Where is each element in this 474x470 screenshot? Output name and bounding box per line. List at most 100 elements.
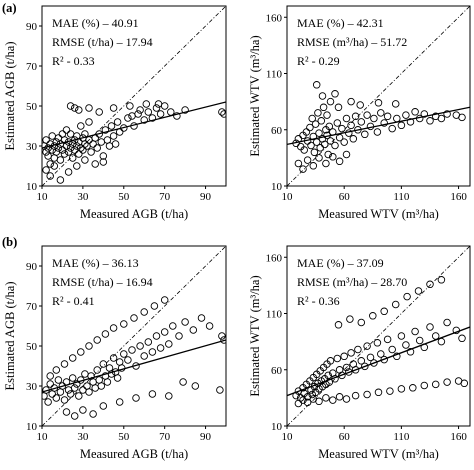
- one-to-one-line: [42, 6, 226, 186]
- data-point: [411, 108, 419, 116]
- data-point: [294, 399, 303, 408]
- data-point: [152, 104, 161, 112]
- stats-annotation: R² - 0.41: [52, 294, 95, 308]
- data-point: [319, 103, 328, 112]
- plot-frame: [286, 5, 471, 187]
- data-point: [354, 345, 362, 354]
- data-point: [370, 114, 378, 123]
- data-point: [148, 390, 157, 398]
- data-point: [342, 114, 351, 123]
- data-point: [58, 382, 67, 390]
- data-point: [314, 109, 322, 117]
- stats-annotation: R² - 0.36: [297, 294, 340, 308]
- y-tick-label: 60: [271, 125, 283, 137]
- data-point: [68, 374, 77, 382]
- data-point: [97, 382, 106, 390]
- data-point: [363, 342, 371, 350]
- data-point: [369, 312, 377, 320]
- data-point: [75, 106, 83, 114]
- data-point: [409, 384, 417, 392]
- data-point: [66, 390, 75, 398]
- data-point: [79, 386, 87, 394]
- data-point: [91, 160, 99, 168]
- x-axis-label: Measured AGB (t/ha): [80, 207, 188, 221]
- data-point: [136, 342, 144, 350]
- data-point: [44, 152, 52, 160]
- data-point: [309, 132, 318, 141]
- data-point: [62, 126, 71, 134]
- data-point: [140, 308, 148, 316]
- data-point: [309, 162, 318, 170]
- x-tick-label: 50: [118, 431, 130, 443]
- data-point: [388, 124, 396, 133]
- data-point: [397, 385, 406, 393]
- y-axis-label: Estimated WTV (m³/ha): [248, 275, 262, 396]
- y-tick-label: 10: [26, 181, 38, 193]
- data-point: [107, 122, 116, 130]
- data-point: [335, 157, 344, 166]
- data-point: [128, 112, 136, 120]
- data-point: [46, 172, 54, 180]
- stats-annotation: R² - 0.33: [52, 54, 95, 68]
- data-point: [120, 320, 128, 328]
- data-point: [93, 366, 101, 374]
- stats-annotation: RMSE (m³/ha) – 28.70: [297, 275, 407, 289]
- data-point: [197, 314, 206, 322]
- data-point: [326, 97, 335, 106]
- y-tick-label: 10: [271, 421, 283, 433]
- data-point: [356, 101, 364, 109]
- data-point: [48, 132, 56, 140]
- panel-label-a: (a): [2, 1, 17, 15]
- data-point: [373, 128, 382, 136]
- data-point: [391, 300, 400, 309]
- data-point: [420, 381, 429, 390]
- data-point: [458, 113, 466, 122]
- data-point: [79, 406, 87, 414]
- data-point: [406, 348, 415, 356]
- x-tick-label: 110: [393, 431, 410, 443]
- data-point: [366, 353, 375, 362]
- plot-frame: [41, 245, 227, 427]
- data-point: [334, 103, 343, 112]
- data-point: [351, 391, 360, 400]
- data-point: [160, 296, 169, 304]
- data-point: [299, 396, 307, 404]
- data-point: [315, 154, 323, 162]
- data-point: [165, 340, 173, 348]
- stats-annotation: MAE (%) – 40.91: [52, 16, 139, 30]
- data-point: [443, 318, 451, 327]
- data-point: [431, 380, 440, 389]
- y-axis-label: Estimated AGB (t/ha): [3, 41, 17, 150]
- x-tick-label: 50: [118, 191, 130, 203]
- data-point: [150, 302, 159, 310]
- data-point: [315, 129, 323, 137]
- data-point: [48, 146, 56, 154]
- data-point: [460, 379, 469, 388]
- data-point: [363, 390, 371, 399]
- data-point: [437, 276, 446, 284]
- one-to-one-line: [42, 246, 226, 426]
- data-point: [99, 360, 108, 368]
- data-point: [115, 398, 124, 406]
- data-point: [179, 378, 187, 386]
- data-point: [124, 356, 132, 364]
- data-point: [342, 363, 351, 372]
- data-point: [134, 110, 142, 118]
- data-point: [50, 162, 59, 170]
- data-point: [109, 132, 118, 140]
- data-point: [386, 387, 394, 395]
- data-point: [75, 392, 83, 400]
- stats-annotation: RMSE (t/ha) – 17.94: [52, 35, 153, 49]
- data-point: [42, 136, 50, 144]
- data-point: [42, 166, 50, 174]
- data-point: [85, 118, 93, 126]
- data-point: [56, 156, 65, 164]
- data-point: [54, 144, 63, 152]
- data-point: [52, 394, 61, 402]
- data-point: [357, 357, 366, 365]
- data-point: [81, 156, 89, 164]
- data-point: [140, 352, 148, 360]
- data-point: [218, 332, 226, 340]
- plot-frame: [41, 5, 227, 187]
- data-point: [58, 146, 67, 154]
